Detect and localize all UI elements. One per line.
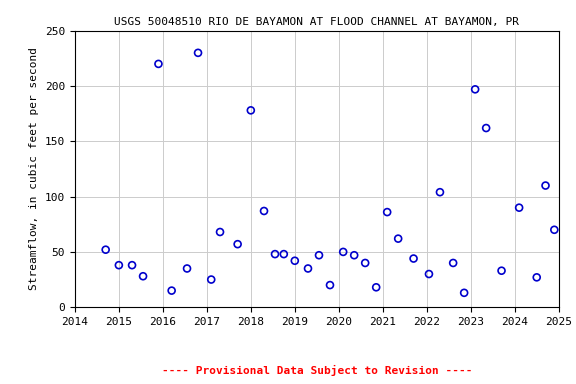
- Point: [449, 260, 458, 266]
- Point: [304, 265, 313, 271]
- Point: [194, 50, 203, 56]
- Point: [482, 125, 491, 131]
- Point: [127, 262, 137, 268]
- Point: [270, 251, 279, 257]
- Point: [532, 274, 541, 280]
- Point: [425, 271, 434, 277]
- Point: [215, 229, 225, 235]
- Point: [497, 268, 506, 274]
- Point: [409, 255, 418, 262]
- Point: [279, 251, 289, 257]
- Point: [361, 260, 370, 266]
- Text: ---- Provisional Data Subject to Revision ----: ---- Provisional Data Subject to Revisio…: [161, 365, 472, 376]
- Point: [138, 273, 147, 279]
- Point: [460, 290, 469, 296]
- Point: [259, 208, 268, 214]
- Point: [435, 189, 445, 195]
- Point: [541, 182, 550, 189]
- Point: [382, 209, 392, 215]
- Point: [114, 262, 123, 268]
- Point: [314, 252, 324, 258]
- Point: [372, 284, 381, 290]
- Point: [233, 241, 242, 247]
- Point: [246, 107, 255, 113]
- Point: [514, 205, 524, 211]
- Point: [290, 258, 300, 264]
- Point: [101, 247, 110, 253]
- Point: [339, 249, 348, 255]
- Point: [550, 227, 559, 233]
- Point: [471, 86, 480, 93]
- Point: [350, 252, 359, 258]
- Point: [393, 235, 403, 242]
- Point: [325, 282, 335, 288]
- Y-axis label: Streamflow, in cubic feet per second: Streamflow, in cubic feet per second: [29, 48, 39, 290]
- Point: [183, 265, 192, 271]
- Title: USGS 50048510 RIO DE BAYAMON AT FLOOD CHANNEL AT BAYAMON, PR: USGS 50048510 RIO DE BAYAMON AT FLOOD CH…: [114, 17, 520, 27]
- Point: [167, 288, 176, 294]
- Point: [154, 61, 163, 67]
- Point: [207, 276, 216, 283]
